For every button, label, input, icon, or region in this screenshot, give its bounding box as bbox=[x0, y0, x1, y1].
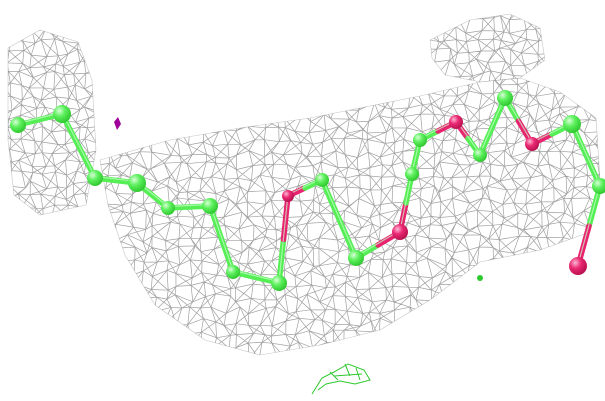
bond bbox=[319, 177, 359, 261]
mesh-region bbox=[100, 78, 600, 355]
carbon-atom[interactable] bbox=[315, 173, 329, 187]
carbon-atom[interactable] bbox=[271, 275, 287, 291]
carbon-atom[interactable] bbox=[592, 178, 605, 194]
carbon-atom[interactable] bbox=[413, 133, 427, 147]
molecule-atoms bbox=[10, 90, 605, 291]
carbon-atom[interactable] bbox=[87, 170, 103, 186]
bond bbox=[477, 95, 508, 158]
mesh-region bbox=[430, 14, 545, 82]
stray-green-mesh bbox=[311, 363, 371, 395]
bond bbox=[59, 111, 98, 181]
carbon-atom[interactable] bbox=[497, 90, 513, 106]
oxygen-atom[interactable] bbox=[569, 257, 587, 275]
carbon-atom[interactable] bbox=[128, 174, 146, 192]
carbon-atom[interactable] bbox=[473, 148, 487, 162]
stray-green-dot bbox=[477, 275, 483, 281]
carbon-atom[interactable] bbox=[563, 115, 581, 133]
carbon-atom[interactable] bbox=[348, 250, 364, 266]
carbon-atom[interactable] bbox=[161, 201, 175, 215]
oxygen-atom[interactable] bbox=[282, 190, 294, 202]
carbon-atom[interactable] bbox=[202, 198, 218, 214]
stray-density-fragments bbox=[114, 117, 483, 395]
oxygen-atom[interactable] bbox=[392, 224, 408, 240]
oxygen-atom[interactable] bbox=[525, 137, 539, 151]
carbon-atom[interactable] bbox=[226, 265, 240, 279]
carbon-atom[interactable] bbox=[10, 117, 26, 133]
stray-magenta-blob bbox=[114, 117, 121, 130]
carbon-atom[interactable] bbox=[53, 105, 71, 123]
oxygen-atom[interactable] bbox=[449, 115, 463, 129]
carbon-atom[interactable] bbox=[405, 167, 419, 181]
